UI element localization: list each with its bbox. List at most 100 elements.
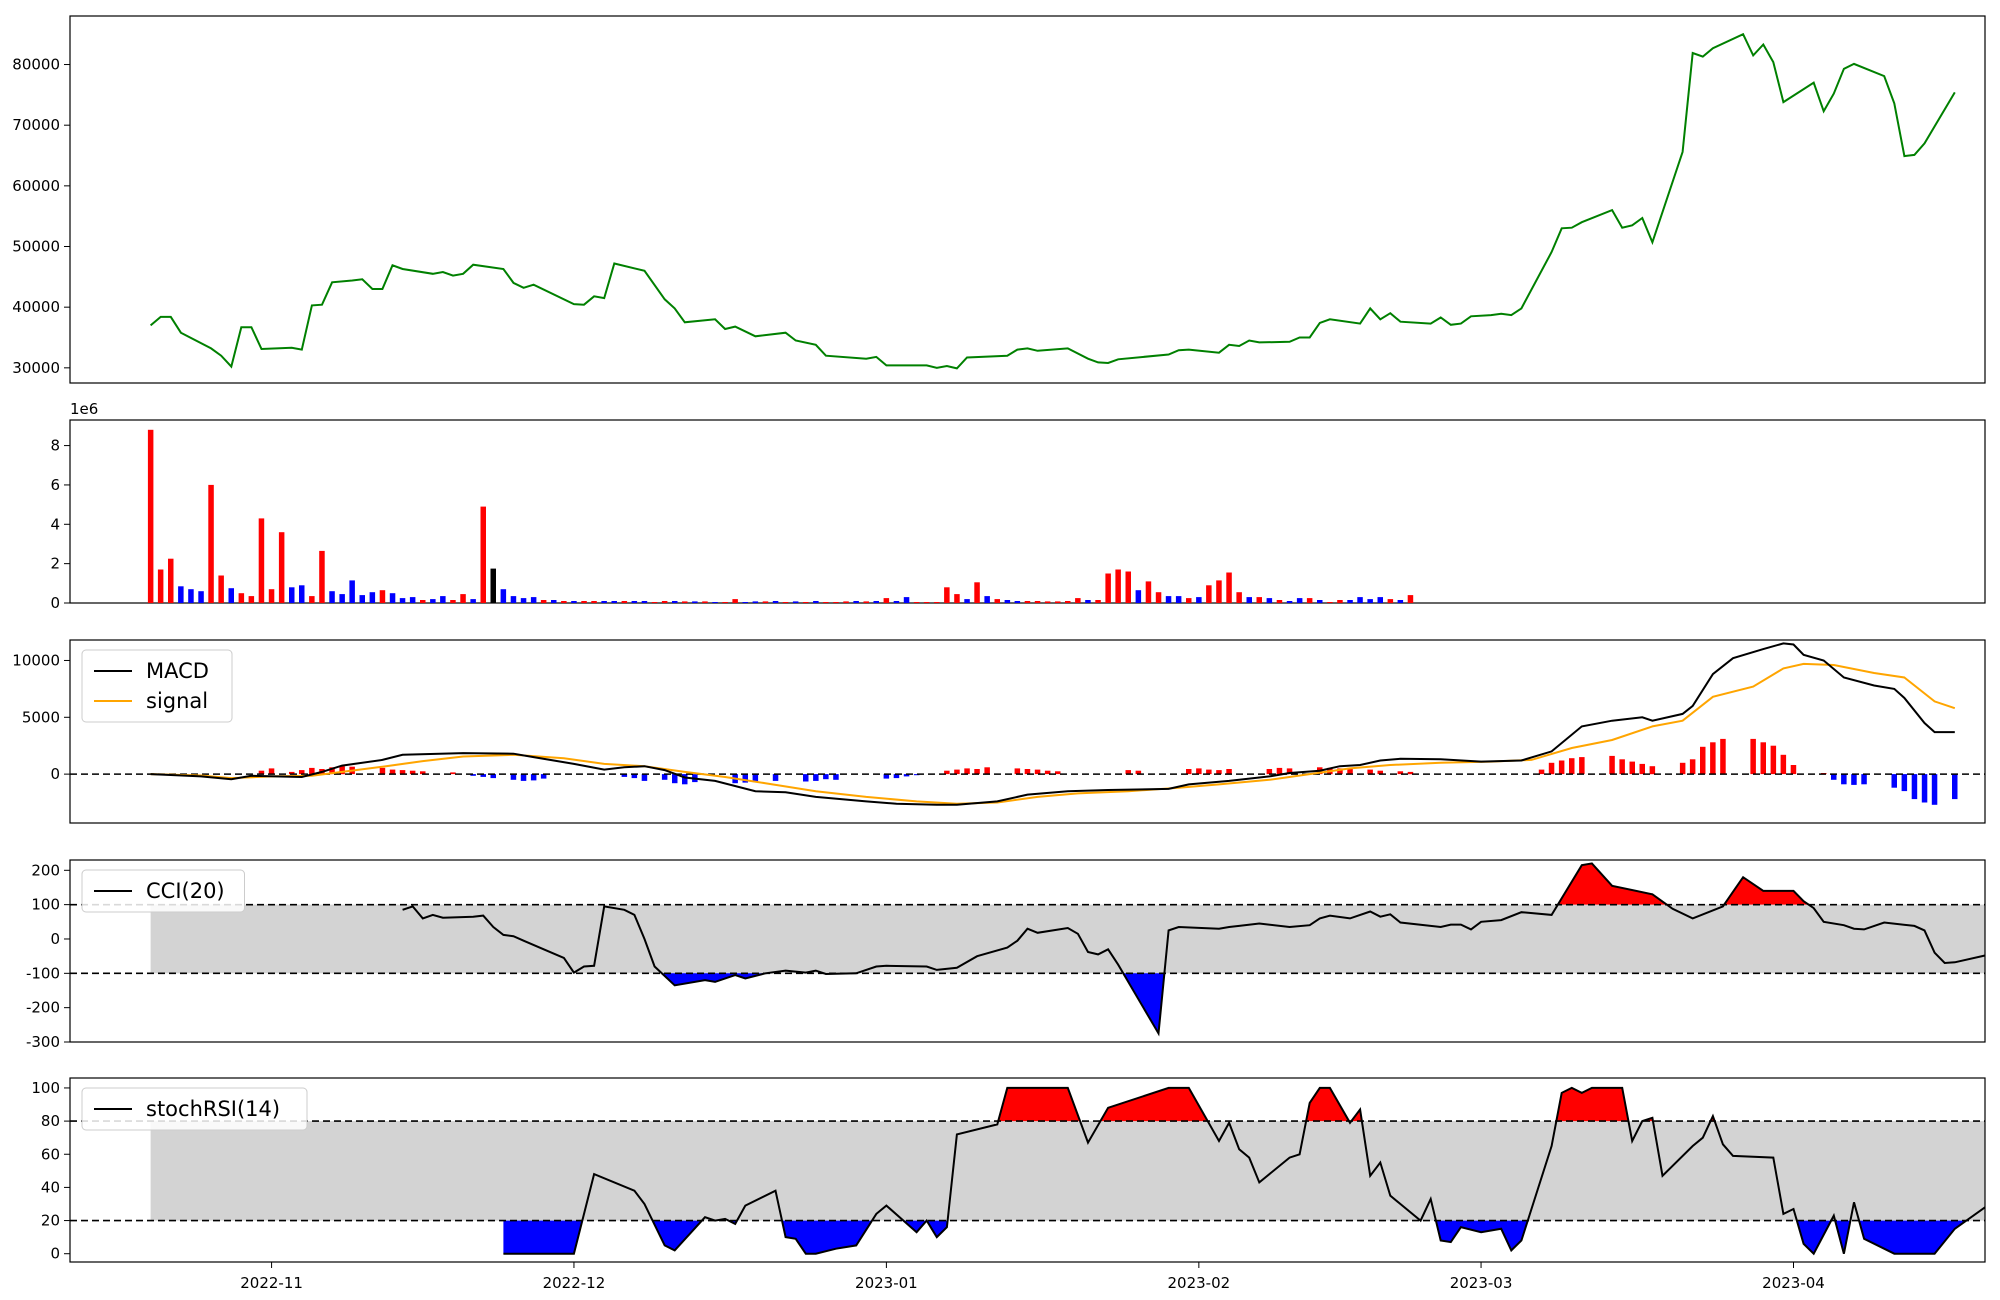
volume-bar [470, 599, 476, 603]
macd-histogram-bar [1861, 774, 1867, 785]
volume-bar [329, 591, 335, 603]
volume-bar [1226, 572, 1232, 603]
volume-bar [732, 599, 738, 603]
macd-histogram-bar [1014, 768, 1021, 775]
volume-bar [1236, 592, 1242, 603]
macd-histogram-bar [409, 770, 416, 775]
volume-bar [1387, 599, 1394, 603]
volume-bar [460, 594, 466, 603]
volume-bar [1024, 601, 1031, 603]
volume-bar [803, 602, 809, 603]
volume-bar [198, 591, 204, 603]
volume-bar [944, 587, 950, 603]
macd-histogram-bar [1558, 760, 1565, 775]
macd-histogram-bar [1710, 742, 1716, 775]
macd-histogram-bar [1125, 770, 1131, 775]
volume-bar [833, 602, 839, 603]
volume-bar [1246, 597, 1252, 603]
macd-legend [81, 649, 233, 723]
volume-bar [440, 596, 446, 603]
stochrsi-y-tick-label: 20 [41, 1212, 60, 1230]
cci-oversold-fill [661, 973, 766, 986]
volume-bar [379, 590, 386, 603]
volume-bar [692, 601, 698, 603]
macd-histogram-bar [742, 774, 748, 783]
volume-bar [409, 597, 416, 603]
volume-bar [1266, 598, 1273, 603]
volume-bar [1115, 569, 1121, 603]
volume-bar [873, 601, 879, 603]
volume-bar [1377, 597, 1383, 603]
volume-bar [1135, 590, 1142, 603]
volume-bar [147, 429, 154, 603]
macd-histogram-bar [1700, 746, 1706, 775]
macd-histogram-bar [1276, 767, 1283, 775]
macd-histogram-bar [1186, 769, 1192, 775]
volume-bar [772, 601, 779, 603]
volume-bar [1065, 601, 1071, 603]
price-y-tick-label: 80000 [12, 56, 60, 74]
cci-oversold-fill [1123, 973, 1165, 1034]
stochrsi-oversold-fill [1435, 1220, 1528, 1251]
stochrsi-oversold-fill [503, 1220, 583, 1254]
macd-histogram-bar [1901, 774, 1908, 792]
macd-histogram-bar [1780, 754, 1787, 775]
volume-bar [228, 588, 234, 603]
volume-y-tick-label: 2 [50, 555, 60, 573]
macd-histogram-bar [1569, 758, 1575, 775]
macd-histogram-bar [1407, 771, 1414, 775]
volume-bar [641, 601, 648, 603]
volume-y-tick-label: 6 [50, 476, 60, 494]
cci-y-tick-label: -300 [26, 1033, 60, 1051]
volume-bar [631, 601, 638, 603]
volume-bar [1357, 597, 1363, 603]
macd-histogram-bar [984, 767, 990, 775]
volume-bar [611, 601, 617, 603]
macd-histogram-bar [329, 767, 335, 775]
volume-bar [268, 589, 275, 603]
macd-histogram-bar [1044, 770, 1051, 775]
volume-bar [1347, 600, 1353, 603]
macd-legend-label: MACD [146, 659, 209, 683]
volume-bar [581, 601, 587, 603]
stochrsi-legend [81, 1087, 308, 1131]
macd-histogram-bar [379, 767, 386, 775]
cci-legend-label: CCI(20) [146, 879, 225, 903]
volume-bar [1296, 598, 1303, 603]
macd-histogram-bar [1206, 769, 1212, 775]
volume-bar [762, 601, 769, 603]
macd-histogram-bar [1760, 742, 1766, 775]
macd-histogram-bar [1135, 770, 1142, 775]
macd-histogram-bar [490, 774, 496, 779]
volume-bar [883, 598, 890, 603]
volume-bar [712, 602, 718, 603]
stochrsi-oversold-fill [926, 1220, 948, 1238]
stochrsi-oversold-fill [903, 1220, 927, 1233]
macd-histogram-bar [833, 774, 839, 780]
macd-histogram-bar [1750, 738, 1756, 775]
volume-bar [1075, 598, 1081, 603]
volume-bar [480, 506, 486, 603]
price-y-tick-label: 40000 [12, 298, 60, 316]
volume-bar [490, 568, 496, 603]
volume-bar [168, 558, 174, 603]
macd-histogram-bar [913, 774, 920, 776]
volume-bar [601, 601, 607, 603]
cci-y-tick-label: -100 [26, 964, 60, 982]
macd-histogram-bar [1196, 768, 1202, 775]
stochrsi-y-tick-label: 60 [41, 1145, 60, 1163]
stochrsi-overbought-fill [1306, 1087, 1350, 1122]
volume-bar [540, 600, 547, 603]
macd-line [150, 642, 1955, 806]
stochrsi-neutral-band [150, 1121, 1985, 1221]
macd-histogram-bar [1679, 762, 1686, 775]
volume-bar [1306, 598, 1313, 603]
macd-histogram-bar [1266, 769, 1273, 775]
macd-histogram-bar [903, 774, 910, 777]
macd-histogram-bar [1024, 769, 1031, 775]
macd-histogram-bar [661, 774, 668, 780]
volume-bar [974, 582, 980, 603]
volume-bar [893, 601, 900, 603]
cci-legend [81, 869, 245, 913]
macd-histogram-bar [1720, 738, 1726, 775]
